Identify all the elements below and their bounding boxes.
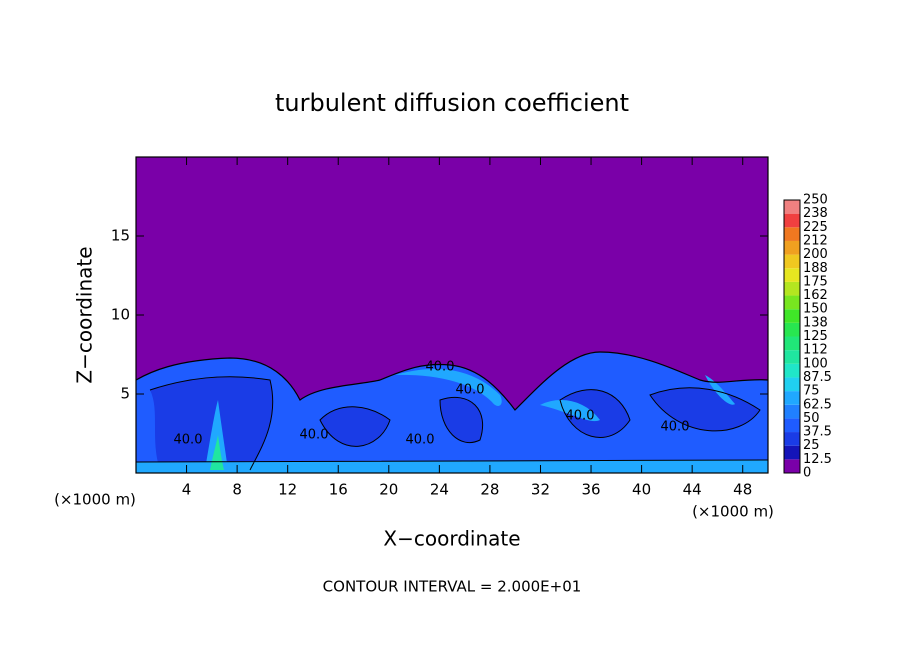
colorbar-bin [784, 363, 800, 378]
x-tick-label: 32 [531, 481, 550, 499]
colorbar-bin [784, 227, 800, 241]
field-region [150, 376, 760, 470]
colorbar-label: 200 [803, 247, 828, 262]
colorbar-bin [784, 350, 800, 364]
colorbar-label: 150 [803, 302, 828, 317]
colorbar-bin [784, 404, 800, 419]
chart-title: turbulent diffusion coefficient [275, 89, 629, 117]
y-tick-label: 5 [120, 385, 130, 403]
colorbar-bin [784, 459, 800, 473]
x-tick-label: 8 [232, 481, 242, 499]
contour-label: 40.0 [426, 360, 455, 375]
colorbar-bin [784, 432, 800, 446]
colorbar-label: 37.5 [803, 425, 832, 440]
colorbar-label: 188 [803, 261, 828, 276]
colorbar-bin [784, 377, 800, 392]
contour-line [135, 376, 769, 471]
colorbar-label: 112 [803, 343, 828, 358]
x-unit: (×1000 m) [54, 491, 136, 509]
x-tick-label: 28 [480, 481, 499, 499]
colorbar-bin [784, 268, 800, 282]
x-tick-label: 24 [430, 481, 449, 499]
colorbar-bin [784, 309, 800, 323]
colorbar-bin [784, 281, 800, 296]
footnote: CONTOUR INTERVAL = 2.000E+01 [323, 578, 582, 596]
colorbar-bin [784, 391, 800, 405]
x-tick-label: 20 [379, 481, 398, 499]
colorbar-label: 12.5 [803, 452, 832, 467]
colorbar-label: 175 [803, 274, 828, 289]
colorbar-label: 138 [803, 315, 828, 330]
colorbar-label: 25 [803, 438, 820, 453]
y-tick-label: 10 [111, 306, 130, 324]
colorbar-bin [784, 445, 800, 460]
x-tick-label: 40 [632, 481, 651, 499]
x-axis-label: X−coordinate [383, 527, 520, 551]
x-tick-label: 12 [278, 481, 297, 499]
contour-line [135, 351, 769, 411]
contour-label: 40.0 [300, 428, 329, 443]
y-unit: (×1000 m) [692, 503, 774, 521]
colorbar-bin [784, 240, 800, 255]
colorbar-bin [784, 418, 800, 433]
contour-label: 40.0 [456, 383, 485, 398]
contour-label: 40.0 [174, 433, 203, 448]
colorbar-label: 162 [803, 288, 828, 303]
colorbar-label: 75 [803, 384, 820, 399]
colorbar-label: 87.5 [803, 370, 832, 385]
colorbar-label: 125 [803, 329, 828, 344]
colorbar-label: 50 [803, 411, 820, 426]
colorbar-bin [784, 254, 800, 269]
contour-label: 40.0 [406, 433, 435, 448]
contour-label: 40.0 [566, 409, 595, 424]
colorbar-label: 100 [803, 356, 828, 371]
colorbar-bin [784, 336, 800, 351]
x-tick-label: 48 [733, 481, 752, 499]
field-region [136, 369, 768, 473]
colorbar-label: 238 [803, 206, 828, 221]
colorbar-bin [784, 213, 800, 228]
colorbar-frame [783, 199, 801, 474]
contour-label: 40.0 [661, 420, 690, 435]
y-tick-label: 15 [111, 227, 130, 245]
x-tick-label: 16 [329, 481, 348, 499]
colorbar-bin [784, 322, 800, 337]
colorbar-label: 0 [803, 466, 811, 481]
x-tick-label: 44 [683, 481, 702, 499]
colorbar-bin [784, 200, 800, 214]
colorbar-label: 212 [803, 233, 828, 248]
x-tick-label: 4 [182, 481, 192, 499]
colorbar-label: 62.5 [803, 397, 832, 412]
colorbar-label: 250 [803, 193, 828, 208]
field [135, 157, 769, 473]
colorbar-label: 225 [803, 220, 828, 235]
y-axis-label: Z−coordinate [73, 246, 97, 383]
colorbar-bin [784, 295, 800, 310]
x-tick-label: 36 [581, 481, 600, 499]
